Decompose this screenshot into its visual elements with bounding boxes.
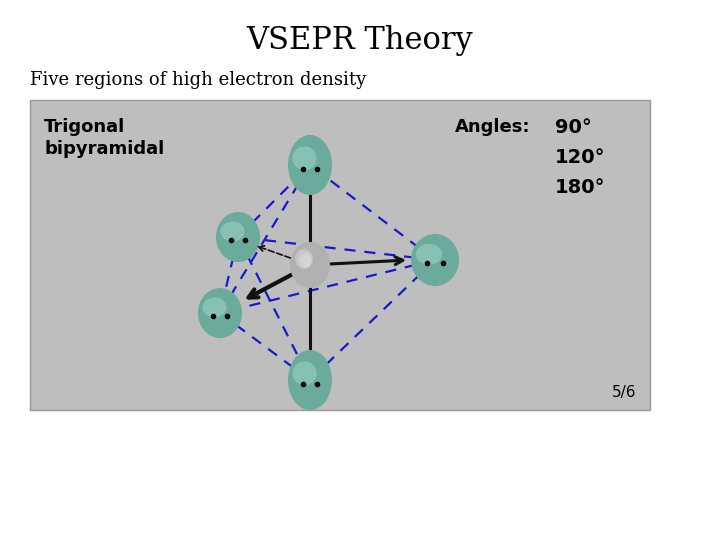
Ellipse shape [292,146,317,171]
Ellipse shape [202,298,227,318]
Text: 90°: 90° [555,118,592,137]
Text: 5/6: 5/6 [611,384,636,400]
Bar [30,100,650,410]
Ellipse shape [411,234,459,286]
Ellipse shape [288,350,332,410]
Text: VSEPR Theory: VSEPR Theory [247,24,473,56]
Ellipse shape [301,255,311,267]
Ellipse shape [290,242,330,288]
Ellipse shape [416,244,442,265]
Ellipse shape [288,135,332,195]
Ellipse shape [292,361,317,386]
Ellipse shape [295,249,313,269]
Text: Five regions of high electron density: Five regions of high electron density [30,71,366,89]
Ellipse shape [198,288,242,338]
Text: 120°: 120° [555,148,606,167]
Text: Angles:: Angles: [455,118,531,136]
Ellipse shape [298,252,312,268]
Ellipse shape [220,221,245,241]
Ellipse shape [216,212,260,262]
Text: Trigonal
bipyramidal: Trigonal bipyramidal [44,118,164,158]
Text: 180°: 180° [555,178,606,197]
